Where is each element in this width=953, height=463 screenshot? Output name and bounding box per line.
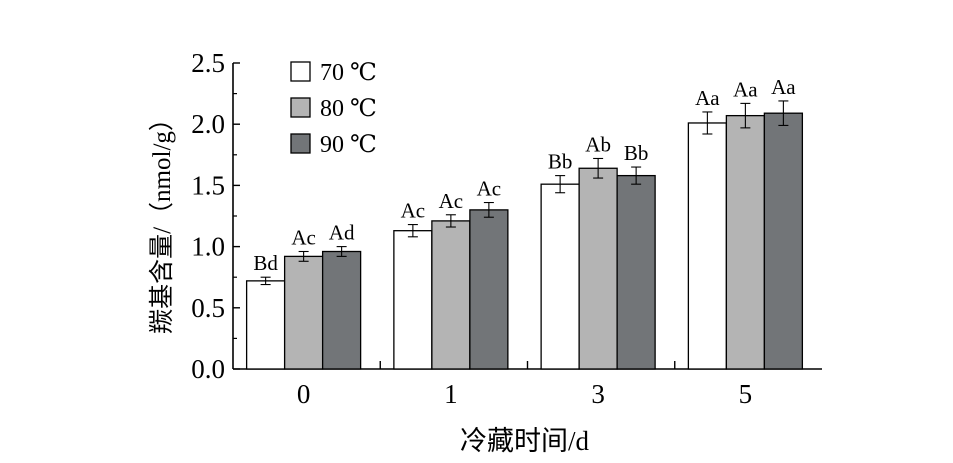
x-tick-label: 5 bbox=[739, 379, 753, 409]
bar bbox=[540, 183, 580, 370]
y-tick-label: 2.5 bbox=[191, 48, 225, 78]
legend-swatch bbox=[290, 133, 311, 154]
legend-swatch bbox=[290, 61, 311, 82]
y-axis-label: 羰基含量/（nmol/g） bbox=[148, 106, 176, 334]
data-label: Aa bbox=[771, 75, 796, 99]
data-label: Bb bbox=[624, 141, 649, 165]
bar bbox=[469, 209, 509, 370]
data-label: Aa bbox=[695, 86, 720, 110]
bar bbox=[321, 250, 362, 370]
bar bbox=[245, 280, 286, 370]
axes: 0.0 0.5 1.0 1.5 2.0 2.5 0 1 3 5 bbox=[191, 48, 822, 409]
data-label: Aa bbox=[733, 77, 758, 101]
x-tick-label: 1 bbox=[444, 379, 458, 409]
data-label: Ac bbox=[291, 225, 316, 249]
x-axis-label: 冷藏时间/d bbox=[460, 426, 590, 456]
data-label: Bd bbox=[253, 251, 278, 275]
data-label: Ac bbox=[477, 177, 502, 201]
legend-label: 70 ℃ bbox=[320, 60, 377, 86]
data-label: Ac bbox=[439, 189, 464, 213]
bar bbox=[763, 112, 804, 370]
y-tick-label: 2.0 bbox=[191, 109, 225, 139]
bar bbox=[431, 220, 471, 370]
legend: 70 ℃ 80 ℃ 90 ℃ bbox=[290, 60, 377, 158]
bar bbox=[687, 122, 728, 370]
y-tick-label: 1.5 bbox=[191, 170, 225, 200]
legend-label: 80 ℃ bbox=[320, 96, 377, 122]
y-tick-label: 0.5 bbox=[191, 293, 225, 323]
x-tick-label: 3 bbox=[591, 379, 605, 409]
y-tick-label: 1.0 bbox=[191, 232, 225, 262]
bar bbox=[725, 114, 766, 370]
bar bbox=[393, 230, 433, 370]
bars: Bd Ac Ad Ac Ac Ac Bb Ab Bb Aa Aa Aa bbox=[245, 75, 804, 370]
legend-swatch bbox=[290, 97, 311, 118]
data-label: Bb bbox=[548, 150, 573, 174]
x-tick-label: 0 bbox=[297, 379, 311, 409]
legend-label: 90 ℃ bbox=[320, 132, 377, 158]
bar bbox=[616, 174, 656, 370]
data-label: Ad bbox=[329, 221, 355, 245]
bar bbox=[578, 167, 618, 370]
bar bbox=[283, 255, 324, 370]
y-tick-label: 0.0 bbox=[191, 354, 225, 384]
data-label: Ab bbox=[585, 132, 611, 156]
data-label: Ac bbox=[401, 199, 426, 223]
